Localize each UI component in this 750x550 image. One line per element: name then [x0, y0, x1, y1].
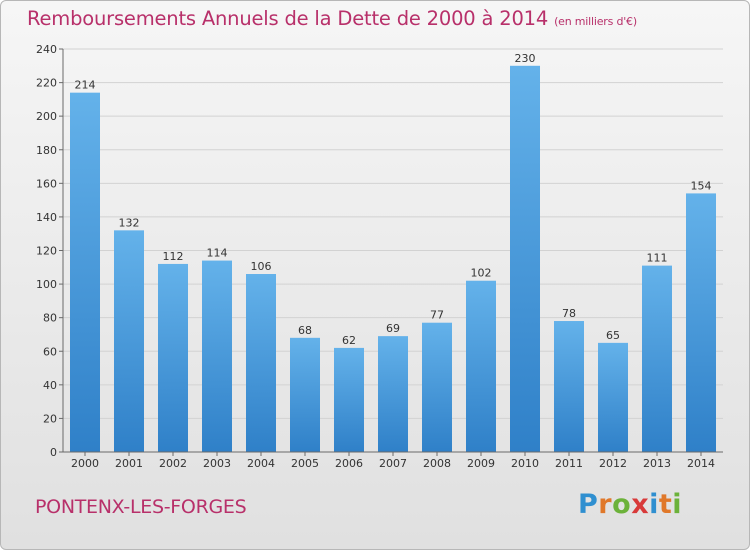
- bars: [70, 65, 716, 453]
- brand-letter: r: [598, 489, 613, 520]
- x-axis-ticks: 2000 2001 2002 2003 2004 2005 2006 2007 2008 2009…: [71, 452, 715, 470]
- y-tick-label: 240: [36, 43, 57, 56]
- value-label: 112: [163, 250, 184, 263]
- value-label: 132: [119, 216, 140, 229]
- y-tick-label: 100: [36, 278, 57, 291]
- value-label: 154: [691, 179, 712, 192]
- y-tick-label: 160: [36, 177, 57, 190]
- x-tick-label: 2008: [423, 457, 451, 470]
- brand-letter: i: [649, 489, 659, 520]
- value-labels: 214 132 112 114 106 68 62 69 77 102 230 78 65 111 154: [75, 52, 712, 347]
- value-label: 230: [515, 52, 536, 65]
- bar: [290, 337, 320, 452]
- y-tick-label: 20: [43, 412, 57, 425]
- value-label: 111: [647, 252, 668, 265]
- bar: [378, 336, 408, 452]
- bar: [114, 230, 144, 452]
- x-tick-label: 2014: [687, 457, 715, 470]
- x-tick-label: 2007: [379, 457, 407, 470]
- value-label: 106: [251, 260, 272, 273]
- y-tick-label: 80: [43, 312, 57, 325]
- bar: [246, 274, 276, 452]
- y-tick-label: 200: [36, 110, 57, 123]
- value-label: 114: [207, 247, 228, 260]
- x-tick-label: 2011: [555, 457, 583, 470]
- x-tick-label: 2010: [511, 457, 539, 470]
- y-tick-label: 120: [36, 245, 57, 258]
- x-tick-label: 2003: [203, 457, 231, 470]
- y-tick-label: 180: [36, 144, 57, 157]
- value-label: 68: [298, 324, 312, 337]
- bar: [158, 263, 188, 452]
- bar: [70, 92, 100, 453]
- value-label: 214: [75, 79, 96, 92]
- y-tick-label: 0: [50, 446, 57, 459]
- x-tick-label: 2005: [291, 457, 319, 470]
- chart-subtitle: (en milliers d'€): [554, 15, 637, 28]
- bar: [202, 260, 232, 452]
- value-label: 78: [562, 307, 576, 320]
- value-label: 69: [386, 322, 400, 335]
- bar: [554, 321, 584, 452]
- bar: [510, 65, 540, 453]
- x-tick-label: 2006: [335, 457, 363, 470]
- brand-logo: Proxiti: [578, 489, 682, 520]
- bar: [334, 347, 364, 452]
- value-label: 77: [430, 309, 444, 322]
- y-tick-label: 40: [43, 379, 57, 392]
- brand-letter: t: [658, 489, 673, 520]
- value-label: 62: [342, 334, 356, 347]
- value-label: 65: [606, 329, 620, 342]
- bar: [598, 342, 628, 452]
- y-tick-label: 140: [36, 211, 57, 224]
- chart-title: Remboursements Annuels de la Dette de 20…: [27, 7, 637, 30]
- brand-letter: i: [672, 489, 683, 520]
- bar: [422, 322, 452, 452]
- commune-name: PONTENX-LES-FORGES: [35, 496, 247, 518]
- brand-letter: o: [612, 489, 632, 520]
- bar: [686, 193, 716, 453]
- bar: [466, 280, 496, 452]
- y-tick-label: 220: [36, 77, 57, 90]
- y-tick-label: 60: [43, 345, 57, 358]
- brand-letter: P: [578, 489, 599, 520]
- bar: [642, 265, 672, 452]
- x-tick-label: 2012: [599, 457, 627, 470]
- x-tick-label: 2000: [71, 457, 99, 470]
- x-tick-label: 2004: [247, 457, 275, 470]
- brand-letter: x: [631, 489, 650, 520]
- x-tick-label: 2009: [467, 457, 495, 470]
- x-tick-label: 2002: [159, 457, 187, 470]
- chart-title-text: Remboursements Annuels de la Dette de 20…: [27, 7, 549, 30]
- y-axis-ticks: 0 20 40 60 80 100 120 140 160 180 200 220 240: [36, 43, 63, 459]
- axes: [62, 49, 723, 453]
- x-tick-label: 2001: [115, 457, 143, 470]
- x-tick-label: 2013: [643, 457, 671, 470]
- value-label: 102: [471, 267, 492, 280]
